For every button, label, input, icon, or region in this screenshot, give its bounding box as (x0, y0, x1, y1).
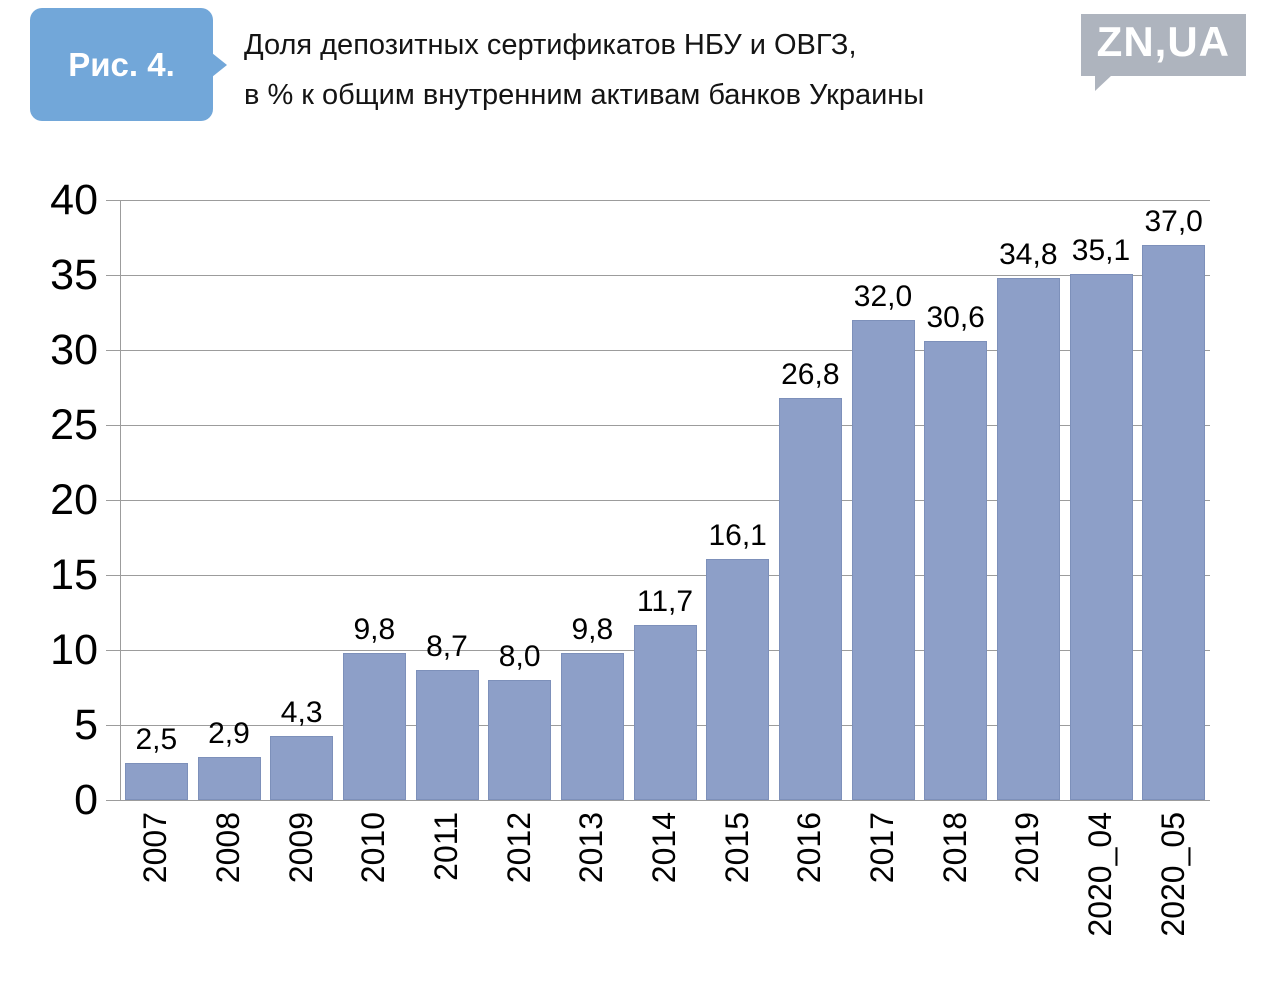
bar-value-label: 37,0 (1144, 205, 1203, 238)
bar (996, 278, 1060, 800)
x-axis-label: 2019 (1009, 812, 1046, 884)
gridline (106, 199, 1210, 201)
bar (560, 653, 624, 800)
bar (633, 624, 697, 800)
gridline (106, 799, 1210, 801)
bar (778, 398, 842, 800)
x-axis-label: 2020_05 (1154, 812, 1191, 937)
bar-value-label: 2,5 (135, 722, 178, 756)
x-axis-label: 2014 (646, 812, 682, 884)
y-axis-label: 0 (74, 776, 98, 824)
x-axis-label: 2018 (936, 812, 973, 884)
gridline (106, 274, 1210, 276)
bar-value-label: 4,3 (280, 695, 323, 729)
y-axis-label: 25 (50, 401, 98, 449)
x-axis-label: 2012 (500, 812, 537, 884)
bar-value-label: 30,6 (926, 301, 985, 334)
x-axis-label: 2015 (718, 812, 755, 884)
bar (197, 756, 261, 800)
x-axis-label: 2009 (282, 812, 319, 884)
bar-value-label: 16,1 (708, 518, 767, 552)
bar (1069, 273, 1133, 800)
bar-value-label: 8,0 (498, 640, 541, 673)
x-axis-label: 2020_04 (1082, 812, 1118, 937)
chart-title: Доля депозитных сертификатов НБУ и ОВГЗ,… (244, 20, 924, 120)
bar (851, 320, 915, 800)
bar (488, 680, 552, 800)
x-axis-label: 2013 (573, 812, 610, 884)
bar (415, 669, 479, 800)
bar-value-label: 8,7 (426, 629, 468, 663)
y-axis-label: 30 (50, 326, 98, 374)
bar (124, 762, 188, 800)
bar (1142, 245, 1206, 800)
figure-label-notch-icon (212, 53, 227, 77)
bar-value-label: 26,8 (781, 358, 840, 391)
bar-value-label: 11,7 (636, 584, 694, 618)
x-axis-label: 2007 (137, 812, 174, 884)
x-axis-label: 2016 (791, 812, 828, 884)
y-axis-label: 15 (50, 551, 98, 599)
y-axis-label: 20 (50, 476, 98, 524)
bar-value-label: 34,8 (999, 238, 1058, 271)
x-axis-label: 2008 (210, 812, 246, 884)
y-axis-label: 5 (74, 701, 98, 749)
x-axis-label: 2011 (428, 812, 464, 881)
znua-logo: ZN,UA (1080, 14, 1246, 91)
znua-logo-text: ZN,UA (1096, 18, 1230, 65)
bar-value-label: 32,0 (853, 280, 913, 313)
bar (924, 341, 988, 800)
y-axis-line (120, 200, 121, 800)
gridline (106, 424, 1210, 426)
gridline (106, 349, 1210, 351)
bar (706, 558, 770, 800)
gridline (106, 499, 1210, 501)
bar-value-label: 35,1 (1071, 233, 1131, 267)
figure-header: Рис. 4. Доля депозитных сертификатов НБУ… (0, 0, 1280, 140)
bar-value-label: 9,8 (353, 613, 396, 646)
figure-label-badge: Рис. 4. (30, 8, 227, 121)
x-axis-label: 2010 (355, 812, 392, 884)
bar-chart: 0 5 10 15 20 25 30 35 40 2,5 2007 2,9 2008 4,3 2009 9,8… (50, 176, 1210, 937)
chart-title-line1: Доля депозитных сертификатов НБУ и ОВГЗ, (244, 29, 857, 61)
bar (270, 735, 334, 800)
figure-label-text: Рис. 4. (68, 45, 175, 83)
gridline (106, 574, 1210, 576)
y-axis-label: 10 (50, 626, 98, 674)
bar-value-label: 2,9 (208, 716, 250, 750)
y-axis-label: 35 (50, 251, 98, 299)
y-axis-label: 40 (50, 176, 98, 224)
x-axis-label: 2017 (864, 812, 900, 884)
chart-title-line2: в % к общим внутренним активам банков Ук… (244, 79, 925, 111)
bar (342, 653, 406, 800)
bar-value-label: 9,8 (571, 613, 614, 646)
znua-logo-tail-icon (1094, 75, 1112, 91)
